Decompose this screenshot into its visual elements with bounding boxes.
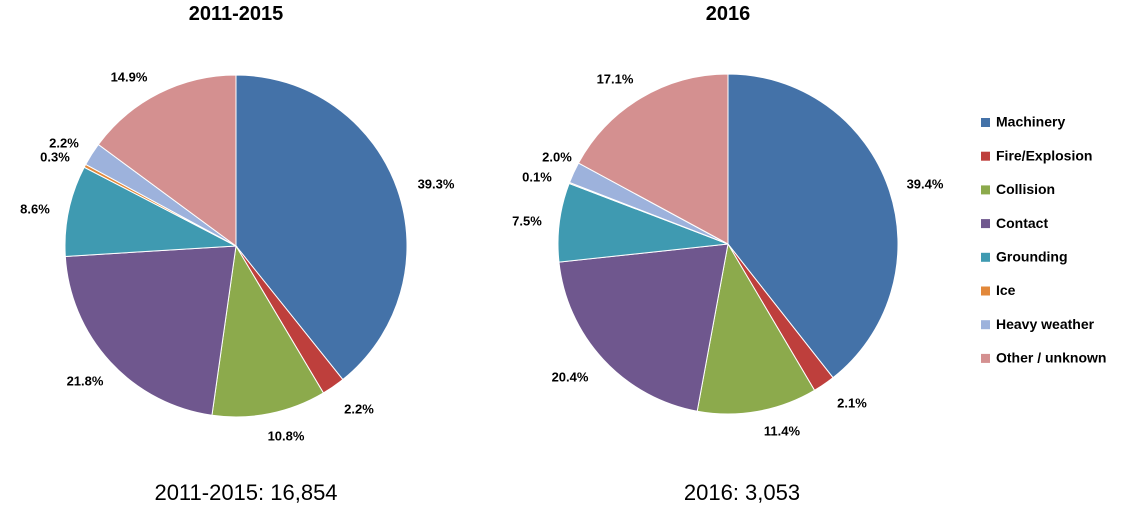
slice-label-ice: 0.3% xyxy=(40,149,70,164)
legend-swatch xyxy=(981,219,990,229)
chart-caption: 2016: 3,053 xyxy=(684,480,800,505)
pie-chart-2011-2015: 2011-2015 39.3%2.2%10.8%21.8%8.6%0.3%2.2… xyxy=(20,3,455,505)
legend-swatch xyxy=(981,118,990,127)
legend-swatch xyxy=(981,151,990,161)
chart-legend: Machinery Fire/Explosion Collision Contact G… xyxy=(981,114,1106,366)
slice-label-grounding: 8.6% xyxy=(20,201,50,216)
pie-slice-collision xyxy=(696,242,816,415)
chart-title: 2016 xyxy=(706,3,751,25)
legend-item-machinery: Machinery xyxy=(981,114,1065,130)
pie-slices xyxy=(64,74,408,418)
slice-label-grounding: 7.5% xyxy=(512,213,542,228)
legend-label: Grounding xyxy=(996,249,1068,265)
legend-item-ice: Ice xyxy=(981,282,1016,298)
chart-title: 2011-2015 xyxy=(189,3,284,25)
pie-slice-other-unknown xyxy=(577,73,729,245)
legend-swatch xyxy=(981,353,990,363)
slice-label-machinery: 39.3% xyxy=(418,176,455,191)
legend-label: Collision xyxy=(996,181,1055,197)
legend-label: Heavy weather xyxy=(996,316,1095,332)
pie-slice-contact xyxy=(558,243,729,412)
legend-swatch xyxy=(981,286,990,296)
pie-slice-machinery xyxy=(727,73,899,379)
slice-label-other-unknown: 17.1% xyxy=(597,71,634,86)
slice-label-collision: 11.4% xyxy=(764,423,801,438)
slice-label-ice: 0.1% xyxy=(522,169,552,184)
legend-item-collision: Collision xyxy=(981,181,1055,197)
legend-label: Other / unknown xyxy=(996,350,1106,366)
pie-slice-contact xyxy=(64,245,237,416)
pie-labels: 39.3%2.2%10.8%21.8%8.6%0.3%2.2%14.9% xyxy=(20,69,455,443)
pie-slices xyxy=(557,73,899,415)
slice-label-heavy-weather: 2.2% xyxy=(49,135,79,150)
slice-label-heavy-weather: 2.0% xyxy=(542,149,572,164)
chart-caption: 2011-2015: 16,854 xyxy=(154,480,337,505)
legend-item-other-unknown: Other / unknown xyxy=(981,350,1106,366)
slice-label-contact: 20.4% xyxy=(552,369,589,384)
legend-item-fire-explosion: Fire/Explosion xyxy=(981,147,1092,163)
legend-item-grounding: Grounding xyxy=(981,249,1068,265)
slice-label-contact: 21.8% xyxy=(67,373,104,388)
legend-swatch xyxy=(981,320,990,330)
slice-label-fire-explosion: 2.1% xyxy=(837,395,867,410)
legend-swatch xyxy=(981,252,990,262)
pie-slice-other-unknown xyxy=(97,74,237,247)
legend-swatch xyxy=(981,185,990,195)
pie-chart-2016: 2016 39.4% 2.1% 11.4% 20.4% 7.5% 0.1% 2.0% 17.1… xyxy=(512,3,944,505)
legend-item-heavy-weather: Heavy weather xyxy=(981,316,1095,332)
slice-label-collision: 10.8% xyxy=(268,428,305,443)
pie-slice-grounding xyxy=(64,166,238,257)
pie-slice-machinery xyxy=(235,74,408,381)
pie-slice-collision xyxy=(211,244,325,418)
slice-label-machinery: 39.4% xyxy=(907,176,944,191)
legend-label: Ice xyxy=(996,282,1016,298)
legend-label: Fire/Explosion xyxy=(996,147,1092,163)
pie-labels: 39.4% 2.1% 11.4% 20.4% 7.5% 0.1% 2.0% 17.1% xyxy=(512,71,944,438)
legend-item-contact: Contact xyxy=(981,215,1048,231)
legend-label: Machinery xyxy=(996,114,1065,130)
slice-label-other-unknown: 14.9% xyxy=(111,69,148,84)
legend-label: Contact xyxy=(996,215,1048,231)
slice-label-fire-explosion: 2.2% xyxy=(344,401,374,416)
